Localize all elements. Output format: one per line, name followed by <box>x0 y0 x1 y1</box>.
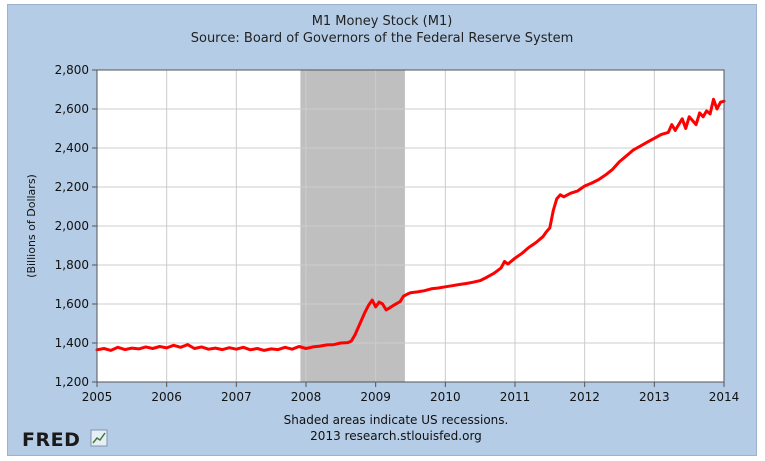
footer-recession-note: Shaded areas indicate US recessions. <box>284 413 509 427</box>
chart-svg: M1 Money Stock (M1) Source: Board of Gov… <box>22 14 740 451</box>
series-layer <box>95 97 726 352</box>
chart-title: M1 Money Stock (M1) <box>312 14 453 29</box>
y-tick-label: 1,800 <box>55 258 89 272</box>
series-line-m1 <box>95 97 726 352</box>
y-tick-label: 2,400 <box>55 141 89 155</box>
x-axis-ticks: 2005 2006 2007 2008 2009 2010 2011 2012 2013 2014 <box>82 382 740 404</box>
y-tick-label: 2,800 <box>55 63 89 77</box>
x-tick-label: 2007 <box>221 390 252 404</box>
fred-logo-chart-icon <box>90 429 108 447</box>
x-tick-label: 2010 <box>430 390 461 404</box>
fred-logo-text: FRED <box>22 429 80 451</box>
fred-logo: FRED <box>22 429 108 451</box>
x-tick-label: 2006 <box>151 390 182 404</box>
y-tick-label: 1,600 <box>55 297 89 311</box>
x-tick-label: 2009 <box>360 390 391 404</box>
x-tick-label: 2014 <box>709 390 740 404</box>
y-axis-ticks: 1,200 1,400 1,600 1,800 2,000 2,200 2,400 2,600… <box>55 63 97 389</box>
x-tick-label: 2013 <box>639 390 670 404</box>
y-tick-label: 1,400 <box>55 336 89 350</box>
y-axis-label: (Billions of Dollars) <box>25 174 38 278</box>
x-tick-label: 2008 <box>291 390 322 404</box>
y-tick-label: 2,600 <box>55 102 89 116</box>
x-tick-label: 2012 <box>569 390 600 404</box>
x-tick-label: 2011 <box>500 390 531 404</box>
y-tick-label: 2,000 <box>55 219 89 233</box>
x-tick-label: 2005 <box>82 390 113 404</box>
footer-source-url: 2013 research.stlouisfed.org <box>310 429 482 443</box>
chart-frame: M1 Money Stock (M1) Source: Board of Gov… <box>7 4 757 456</box>
y-tick-label: 1,200 <box>55 375 89 389</box>
y-tick-label: 2,200 <box>55 180 89 194</box>
chart-subtitle: Source: Board of Governors of the Federa… <box>191 31 574 46</box>
